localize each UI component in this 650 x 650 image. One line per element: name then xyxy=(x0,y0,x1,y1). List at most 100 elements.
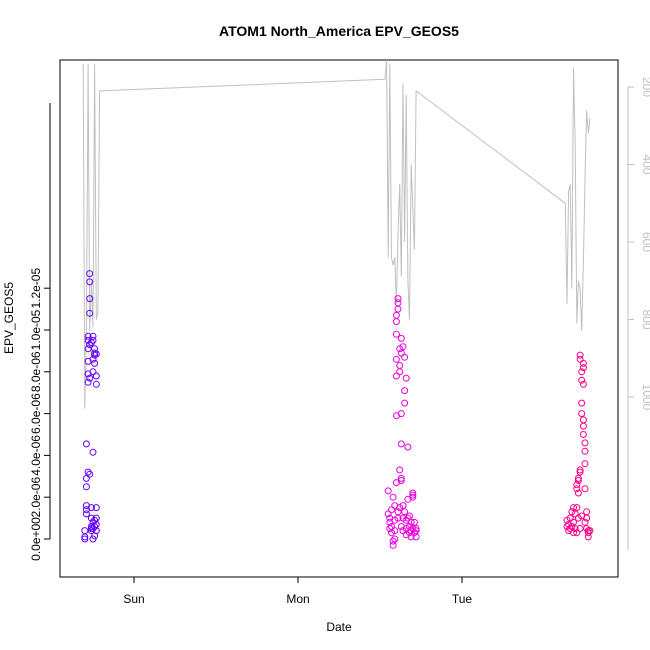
y-axis-ticks: 0.0e+002.0e-064.0e-066.0e-068.0e-061.0e-… xyxy=(29,268,50,561)
data-point xyxy=(401,353,409,361)
y-axis-label: EPV_GEOS5 xyxy=(2,282,16,354)
data-point xyxy=(392,330,400,338)
data-point xyxy=(389,537,397,545)
x-tick-label: Mon xyxy=(286,592,309,606)
data-point xyxy=(406,512,413,520)
data-point xyxy=(396,466,404,474)
data-point xyxy=(91,359,99,367)
data-point xyxy=(571,525,579,532)
data-point xyxy=(584,529,592,537)
data-point xyxy=(574,477,582,484)
data-point xyxy=(407,518,415,526)
data-point xyxy=(576,351,584,359)
data-point xyxy=(89,332,97,340)
data-point xyxy=(82,510,90,518)
data-point xyxy=(399,502,407,510)
data-point xyxy=(89,336,97,344)
data-point xyxy=(86,341,94,349)
y2-tick-label: 400 xyxy=(640,154,650,174)
y2-tick-label: 600 xyxy=(640,232,650,252)
data-point xyxy=(392,311,400,319)
data-point xyxy=(579,359,587,367)
data-point xyxy=(397,334,405,342)
y-tick-label: 8.0e-06 xyxy=(29,351,43,392)
data-point xyxy=(576,468,584,476)
data-point xyxy=(579,422,587,430)
data-point xyxy=(86,309,94,317)
data-point xyxy=(84,378,92,386)
x-tick-label: Sun xyxy=(123,592,144,606)
data-point xyxy=(404,443,412,451)
y-tick-label: 6.0e-06 xyxy=(29,393,43,434)
data-point xyxy=(397,410,405,418)
data-point xyxy=(399,343,407,351)
y2-tick-label: 200 xyxy=(640,77,650,97)
data-point xyxy=(397,477,405,484)
y-tick-label: 0.0e+00 xyxy=(29,517,43,561)
data-point xyxy=(92,504,100,512)
data-point xyxy=(578,399,586,407)
data-point xyxy=(409,491,417,499)
data-point xyxy=(396,362,404,369)
data-point xyxy=(389,541,397,549)
data-point xyxy=(86,295,94,303)
data-point xyxy=(578,410,586,418)
data-point xyxy=(401,387,409,395)
data-point xyxy=(91,516,99,524)
y-tick-label: 2.0e-06 xyxy=(29,477,43,518)
secondary-line-segment xyxy=(82,60,591,409)
data-point xyxy=(86,270,94,278)
data-point xyxy=(392,372,400,380)
data-point xyxy=(86,278,94,286)
data-point xyxy=(84,468,92,476)
data-point xyxy=(409,493,417,501)
data-point xyxy=(581,447,589,455)
data-point xyxy=(578,368,586,376)
data-point xyxy=(92,372,100,380)
data-point xyxy=(573,529,581,537)
data-point xyxy=(86,470,94,478)
data-point xyxy=(578,376,586,384)
data-point xyxy=(586,527,594,535)
secondary-line-layer xyxy=(82,60,591,409)
data-point xyxy=(573,504,581,512)
data-point xyxy=(576,466,584,474)
data-point xyxy=(410,529,418,537)
data-point xyxy=(406,529,413,537)
data-point xyxy=(397,474,405,482)
data-point xyxy=(394,514,402,522)
data-point xyxy=(91,349,99,357)
y-tick-label: 1.0e-05 xyxy=(29,309,43,350)
data-point xyxy=(87,339,95,346)
y-tick-label: 1.2e-05 xyxy=(29,268,43,309)
data-point xyxy=(389,493,397,501)
data-point xyxy=(581,485,589,493)
data-point xyxy=(391,527,399,535)
points-layer xyxy=(81,270,594,549)
data-point xyxy=(397,440,405,448)
data-point xyxy=(402,374,410,382)
data-point xyxy=(82,483,90,491)
data-point xyxy=(412,525,420,532)
x-axis-ticks: Sun Mon Tue xyxy=(123,577,472,606)
data-point xyxy=(82,474,90,482)
data-point xyxy=(89,448,97,456)
data-point xyxy=(412,527,420,535)
data-point xyxy=(566,514,574,522)
data-point xyxy=(89,368,97,376)
data-point xyxy=(404,514,412,522)
data-point xyxy=(570,518,577,526)
data-point xyxy=(81,535,89,543)
data-point xyxy=(579,380,587,388)
data-point xyxy=(584,533,592,541)
data-point xyxy=(394,295,402,303)
data-point xyxy=(574,489,582,497)
x-tick-label: Tue xyxy=(452,592,473,606)
data-point xyxy=(583,514,591,522)
data-point xyxy=(581,460,589,468)
y2-axis-ticks: 200 400 600 800 1000 xyxy=(628,77,650,411)
data-point xyxy=(394,299,402,307)
data-point xyxy=(570,529,577,537)
data-point xyxy=(92,350,100,358)
